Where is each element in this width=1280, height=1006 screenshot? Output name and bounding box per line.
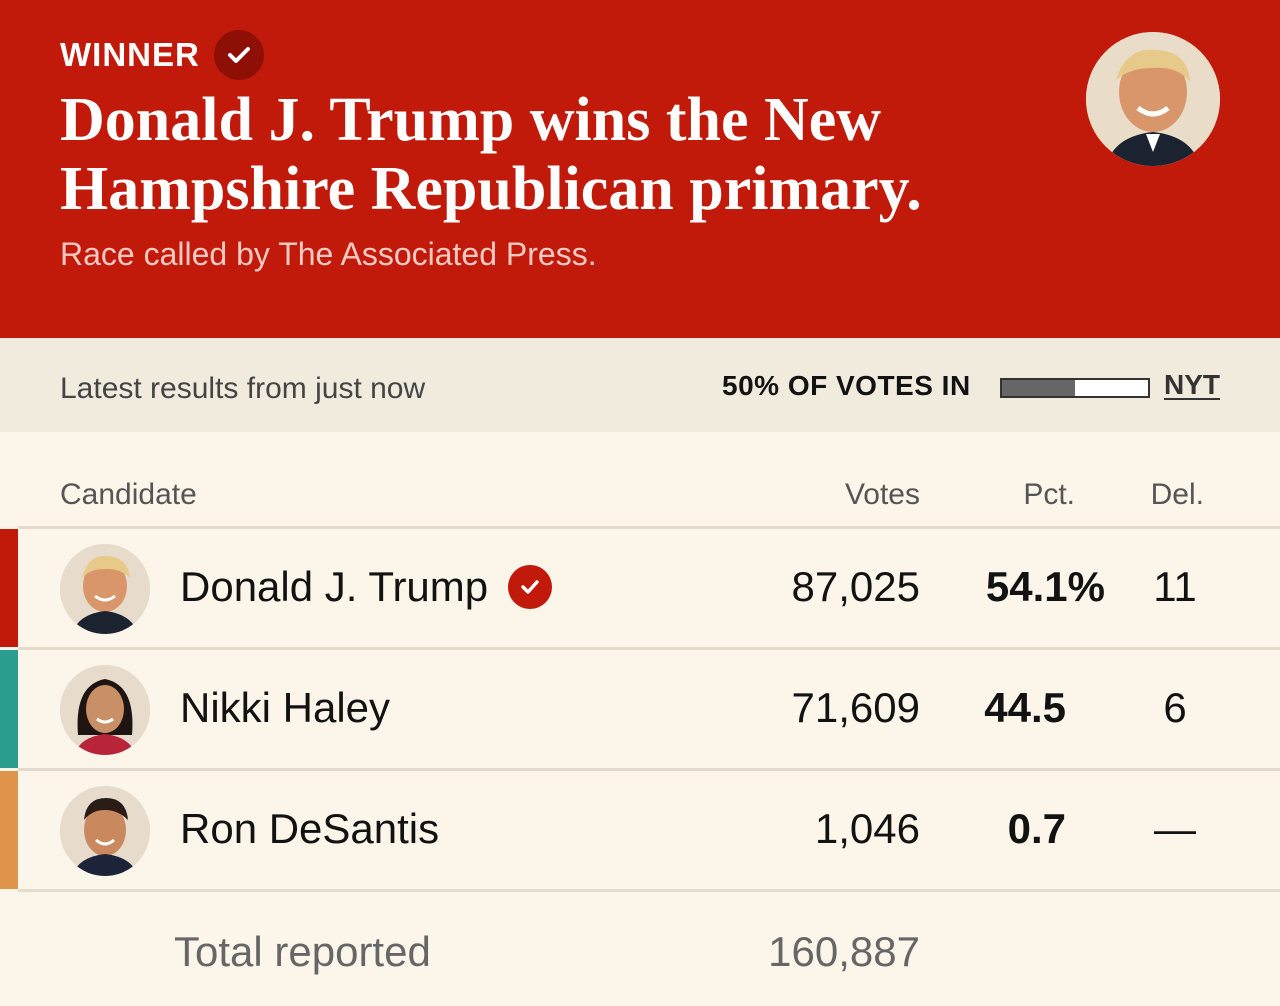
avatar (60, 544, 150, 634)
votes-in-progress (1000, 378, 1150, 398)
column-header-candidate: Candidate (60, 478, 197, 511)
delegates-value: 6 (1163, 684, 1187, 731)
pct-value: 54.1% (985, 563, 1105, 610)
checkmark-icon (213, 30, 264, 80)
candidate-name-text: Nikki Haley (180, 684, 391, 731)
delegates-value: — (1154, 805, 1196, 852)
votes-value: 1,046 (814, 805, 920, 852)
winner-avatar (1086, 32, 1220, 166)
winner-label: WINNER (60, 36, 200, 73)
votes-in-label: 50% OF VOTES IN (722, 370, 971, 401)
column-header-votes: Votes (844, 478, 920, 511)
winner-check-icon (508, 565, 553, 609)
candidate-name: Nikki Haley (180, 684, 390, 732)
votes-value: 71,609 (791, 684, 920, 731)
avatar (60, 665, 150, 755)
column-header-pct: Pct. (1023, 478, 1075, 511)
avatar (60, 786, 150, 876)
table-row: Nikki Haley 71,609 44.5 6 (0, 650, 1280, 771)
column-header-del: Del. (1150, 478, 1204, 511)
party-stripe (0, 529, 18, 647)
nyt-source-link[interactable]: NYT (1164, 369, 1220, 400)
header-divider (18, 526, 1280, 529)
candidate-name: Ron DeSantis (180, 805, 439, 853)
total-reported-label: Total reported (174, 928, 431, 975)
table-row: Donald J. Trump 87,025 54.1% 11 (0, 529, 1280, 650)
party-stripe (0, 771, 18, 889)
headline: Donald J. Trump wins the New Hampshire R… (60, 86, 922, 223)
party-stripe (0, 650, 18, 768)
winner-label-row: WINNER (60, 30, 264, 80)
total-reported-value: 160,887 (768, 928, 920, 975)
subhead: Race called by The Associated Press. (60, 236, 597, 272)
winner-banner: WINNER Donald J. Trump wins the New Hamp… (0, 0, 1280, 338)
votes-in-progress-fill (1002, 380, 1075, 396)
row-divider (18, 889, 1280, 892)
candidate-name-text: Donald J. Trump (180, 563, 489, 610)
pct-value: 44.5 (984, 684, 1066, 731)
candidate-name-text: Ron DeSantis (180, 805, 440, 852)
row-divider (18, 768, 1280, 771)
votes-value: 87,025 (791, 563, 920, 610)
row-divider (18, 647, 1280, 650)
latest-results-label: Latest results from just now (60, 372, 426, 405)
pct-value: 0.7 (1007, 805, 1066, 852)
candidate-name: Donald J. Trump (180, 563, 553, 611)
table-row: Ron DeSantis 1,046 0.7 — (0, 771, 1280, 892)
delegates-value: 11 (1153, 563, 1197, 610)
